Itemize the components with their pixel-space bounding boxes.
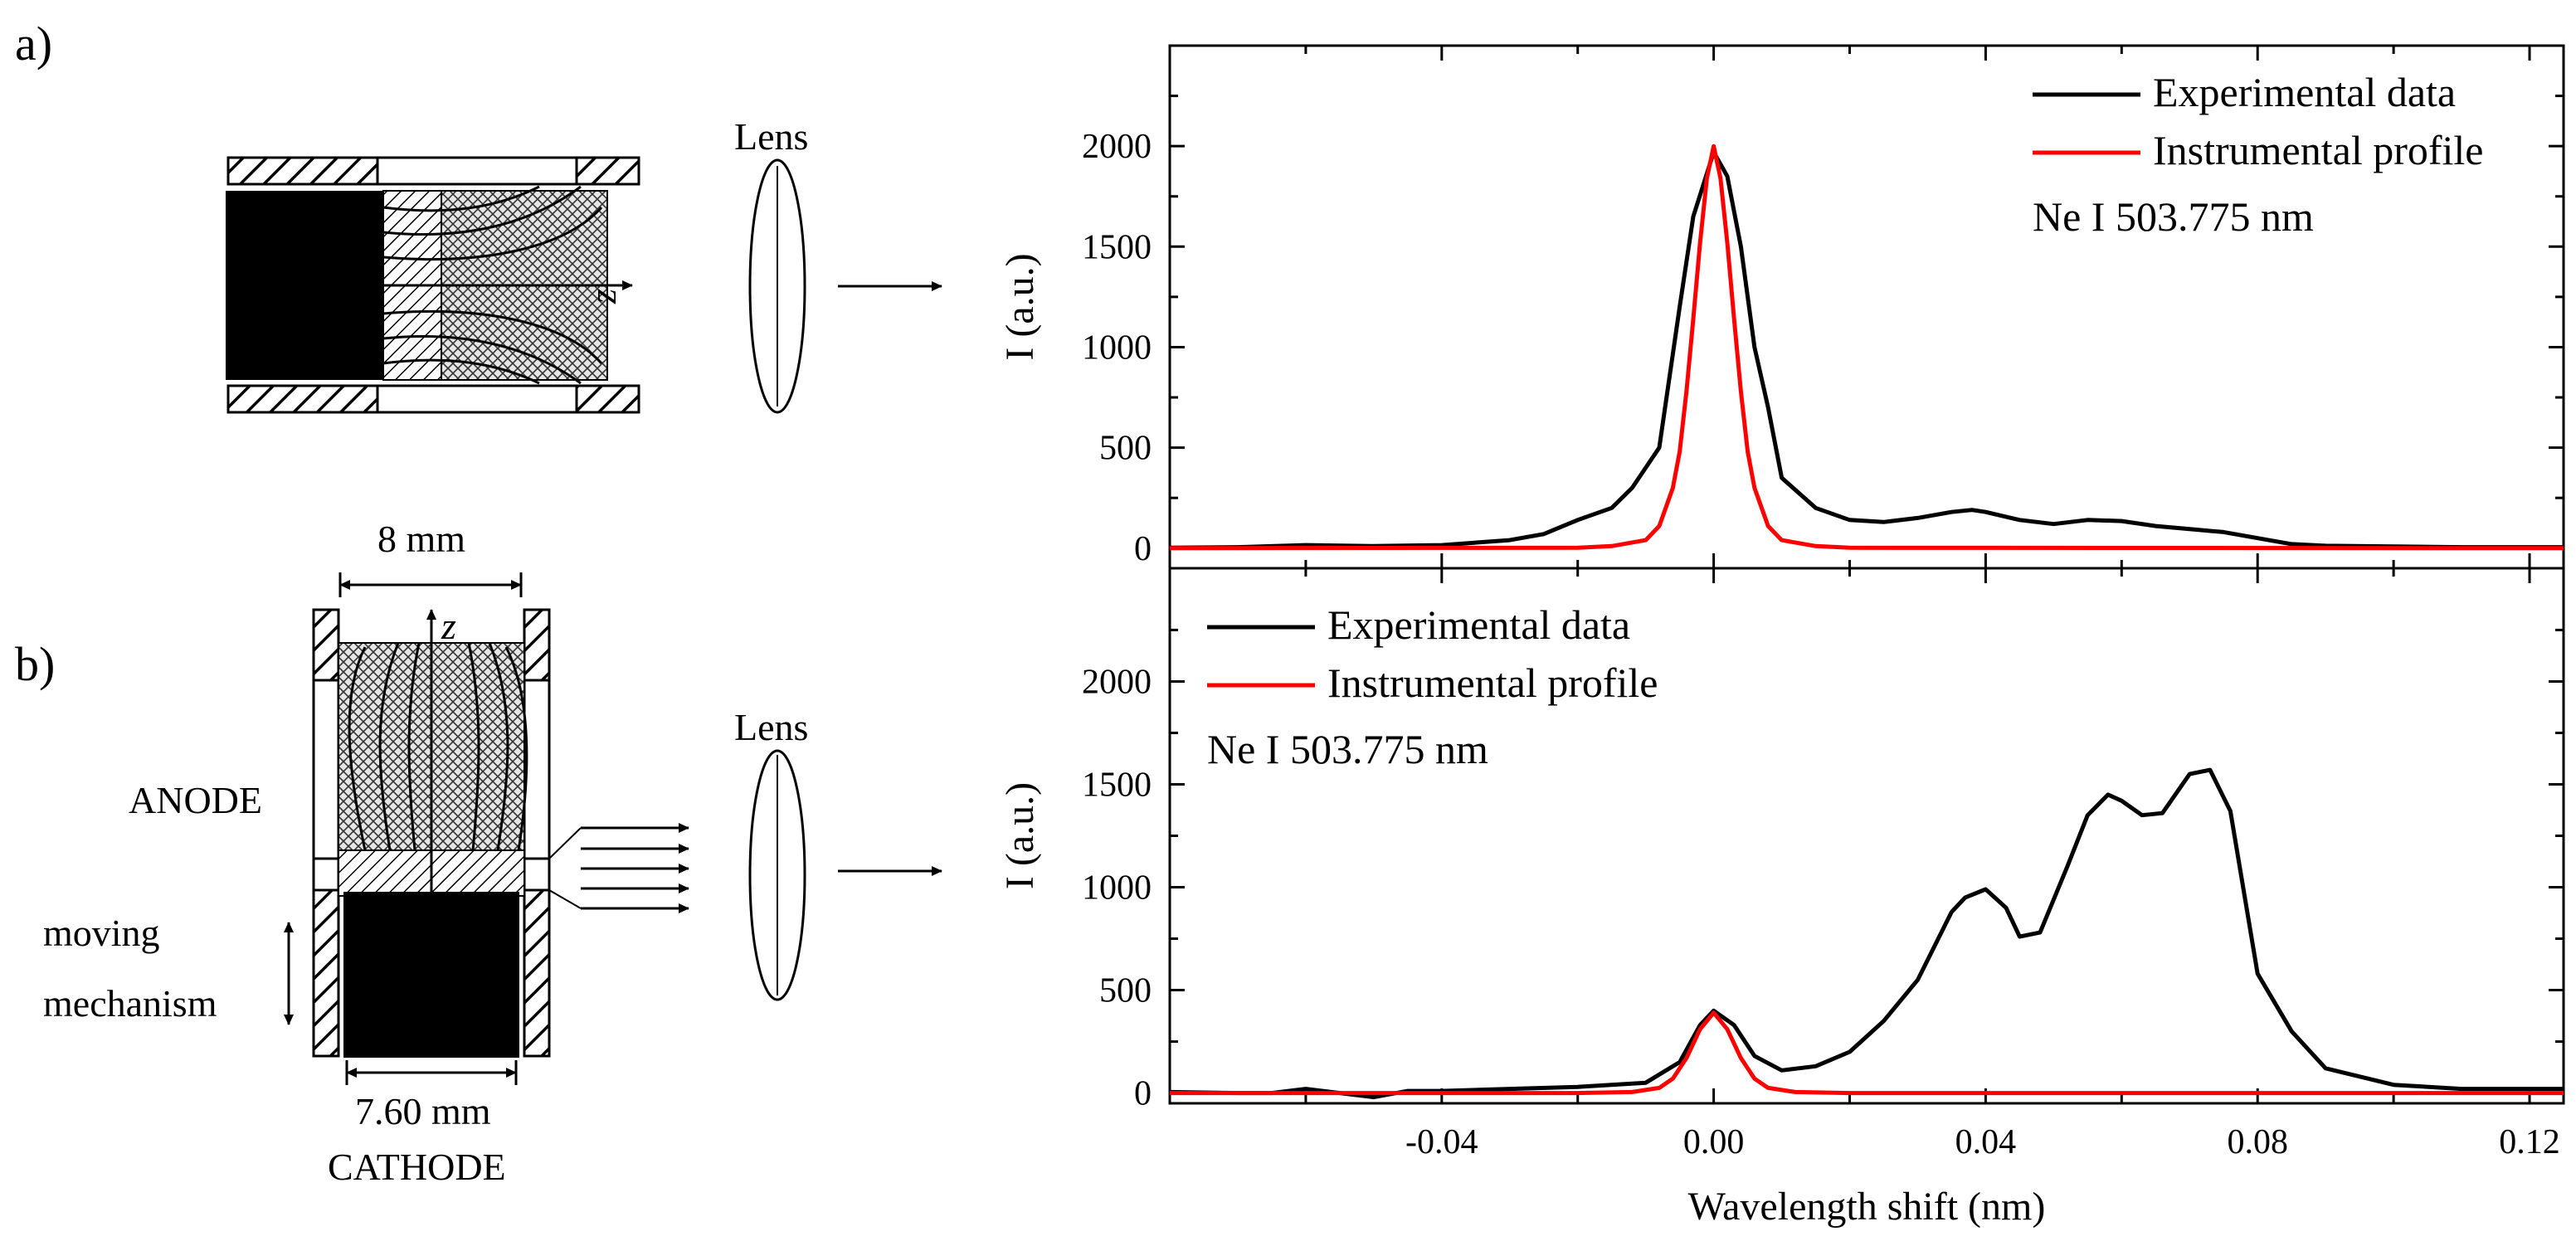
width-label-bottom: 7.60 mm [355,1090,491,1132]
plot-frame-a [1168,44,2565,570]
moving-label-2: mechanism [43,982,217,1025]
series-line-b-instrumental [1170,1010,2564,1096]
lens-label-b: Lens [734,706,808,748]
y-tick-label-b: 2000 [1082,663,1152,701]
anode-top-hatch-left [226,156,379,186]
panel-label-b: b) [15,637,55,691]
z-axis-label-a: z [582,289,624,304]
y-tick-label-b: 1000 [1082,869,1152,908]
diagram-b: 8 mm z 7.60 mm ANODE CATHODE moving mech… [43,518,689,1188]
annotation-a: Ne I 503.775 nm [2033,193,2314,240]
legend-label-a-0: Experimental data [2153,69,2456,115]
field-lines-b [348,642,528,851]
x-tick-label: 0.12 [2499,1123,2560,1161]
y-tick-label-a: 0 [1134,530,1152,568]
diagram-a: z [226,156,640,414]
legend-label-b-0: Experimental data [1327,601,1630,648]
panel-label-a: a) [15,17,52,71]
y-tick-label-a: 2000 [1082,128,1152,166]
width-label-top: 8 mm [377,518,465,560]
anode-bottom-hatch-right [575,384,640,414]
anode-right-window [523,679,551,860]
y-tick-label-b: 500 [1099,972,1152,1010]
annotation-b: Ne I 503.775 nm [1207,726,1488,772]
lens-label-a: Lens [734,115,808,158]
anode-bottom-window [376,384,578,414]
lens-a: Lens [734,115,942,414]
legend-label-a-1: Instrumental profile [2153,127,2484,173]
plot-frame-b [1168,567,2565,1105]
anode-label: ANODE [129,779,262,821]
y-axis-title-a: I (a.u.) [998,253,1042,360]
anode-right-hatch-top [523,608,551,682]
chart-b: 0 500 1000 1500 2000 I (a.u.) Experimental dat… [998,567,2565,1113]
y-tick-label-a: 1500 [1082,228,1152,266]
y-tick-label-a: 500 [1099,430,1152,468]
x-axis-title: Wavelength shift (nm) [1688,1185,2046,1229]
series-line-b-experimental [1169,767,2564,1100]
emission-rays-b [548,823,689,913]
legend-label-b-1: Instrumental profile [1327,660,1658,706]
series-line-a-instrumental [1169,144,2564,551]
moving-label-1: moving [43,912,160,954]
lens-b: Lens [734,706,942,1001]
anode-top-hatch-right [575,156,640,186]
anode-bottom-hatch-left [226,384,379,414]
anode-left-gap [312,857,340,892]
anode-top-window [376,156,578,186]
x-tick-label: 0.00 [1683,1123,1745,1161]
x-tick-label: 0.04 [1955,1123,2017,1161]
shared-x-axis: -0.04 0.00 0.04 0.08 0.12 Wavelength shift (n… [1405,1123,2560,1229]
anode-left-hatch-top [312,608,340,682]
anode-right-gap [523,857,551,892]
anode-left-window [312,679,340,860]
anode-right-hatch-bottom [523,888,551,1058]
y-tick-label-b: 1500 [1082,766,1152,804]
anode-left-hatch-bottom [312,888,340,1058]
z-axis-label-b: z [441,605,456,647]
chart-a: 0 500 1000 1500 2000 I (a.u.) Experimental dat… [998,44,2565,570]
y-tick-label-b: 0 [1134,1075,1152,1113]
x-tick-label: -0.04 [1405,1123,1478,1161]
y-axis-title-b: I (a.u.) [998,782,1042,889]
field-lines-a [382,185,603,385]
cathode-block-a [226,191,383,380]
series-line-a-experimental [1169,149,2564,550]
y-tick-label-a: 1000 [1082,329,1152,367]
cathode-block-b [343,892,519,1058]
cathode-label: CATHODE [328,1146,506,1188]
x-tick-label: 0.08 [2227,1123,2288,1161]
